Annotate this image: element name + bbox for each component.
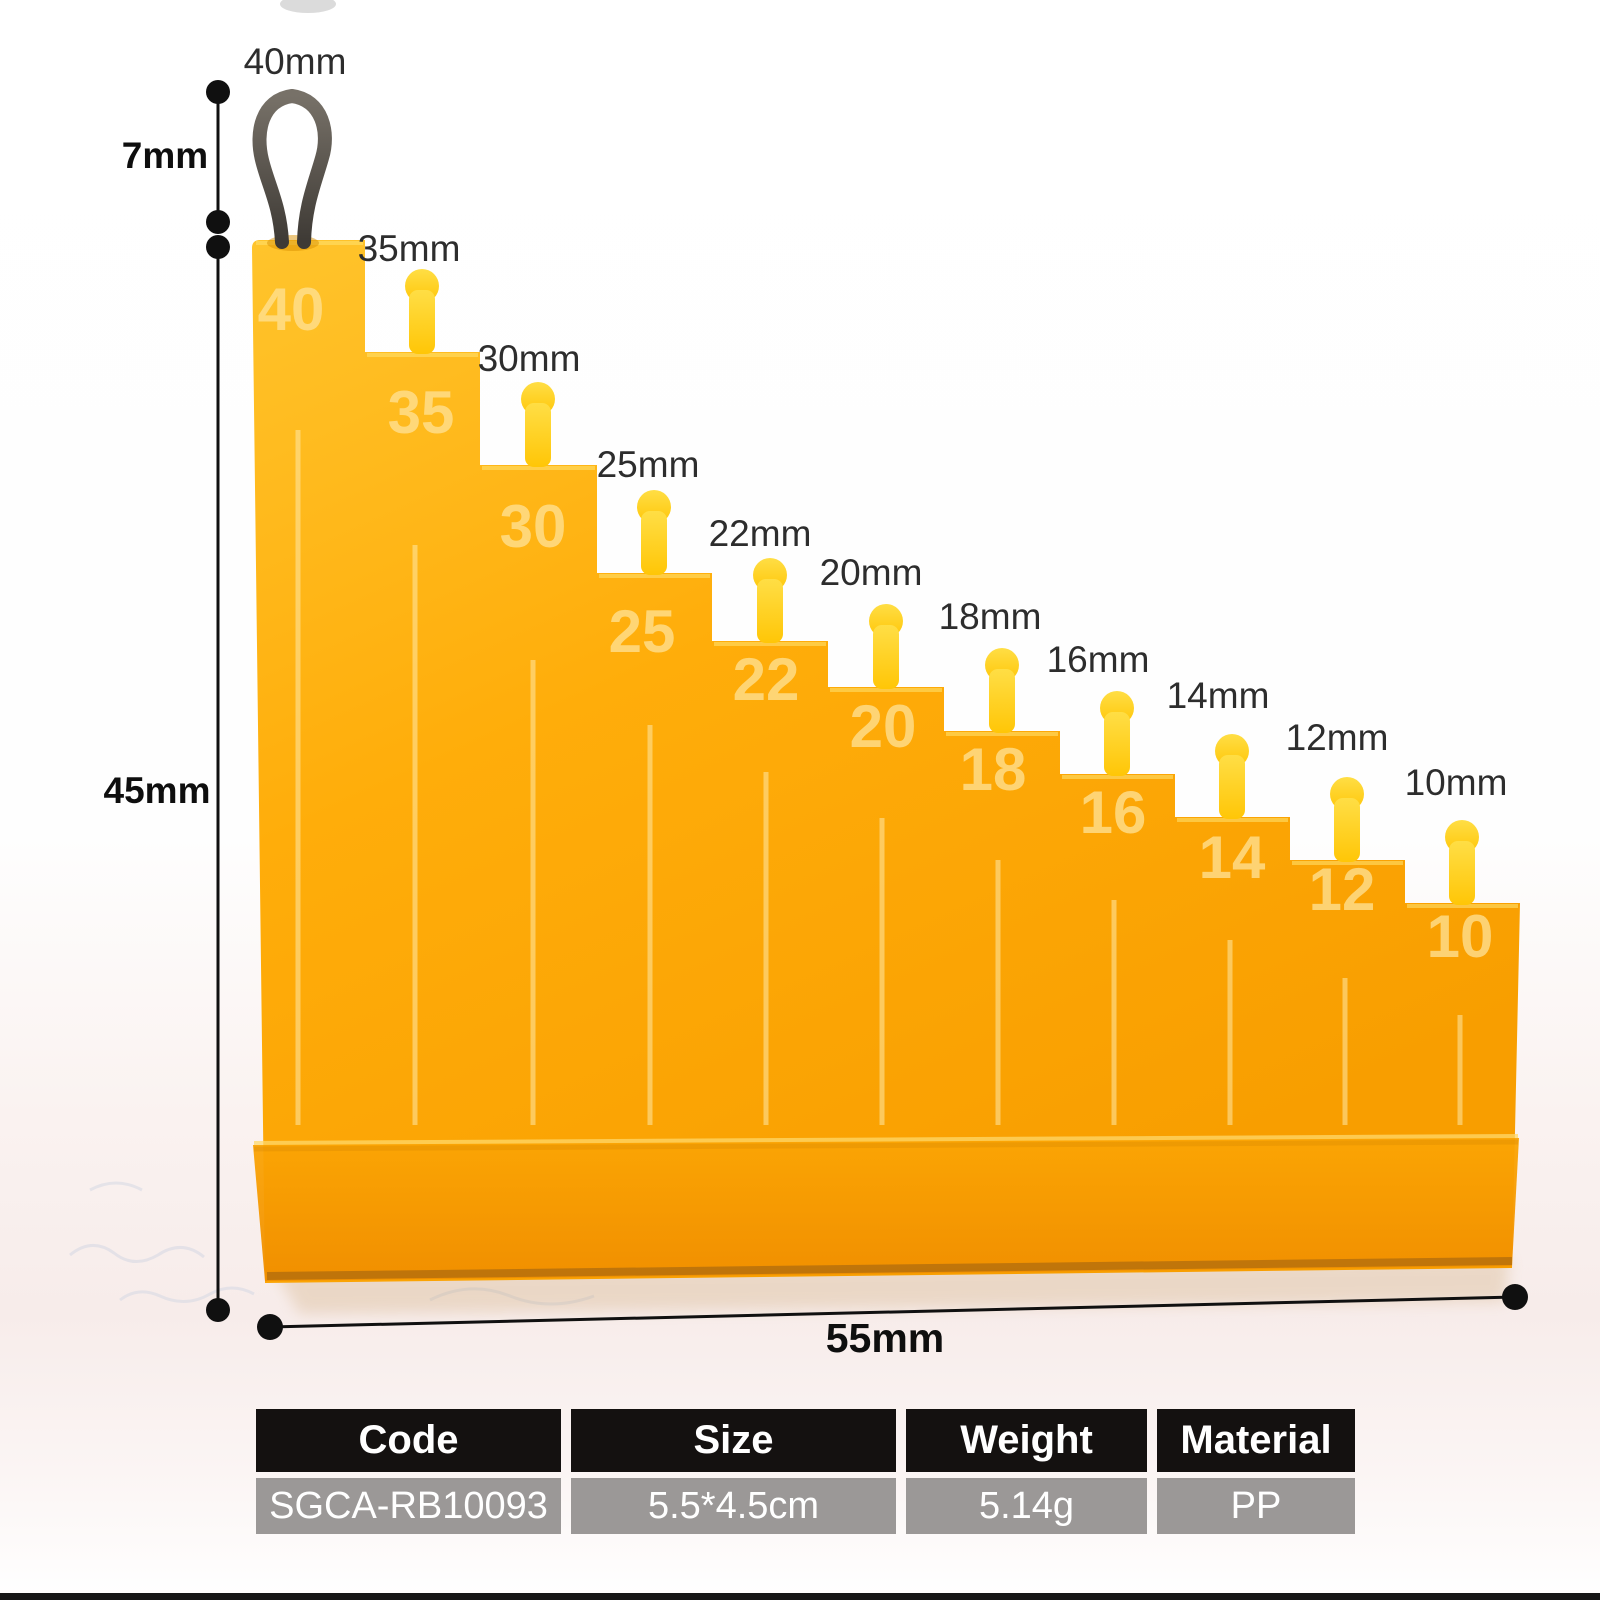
tool-bottom-edge	[266, 1257, 1513, 1280]
peg-12mm	[1330, 777, 1364, 862]
embossed-number-18: 18	[960, 736, 1027, 803]
embossed-number-12: 12	[1309, 856, 1376, 923]
embossed-number-10: 10	[1427, 903, 1494, 970]
peg-size-labels: 40mm 35mm 30mm 25mm 22mm 20mm 18mm 16mm …	[244, 41, 1508, 803]
peg-size-label-10: 10mm	[1405, 762, 1508, 803]
peg-10mm	[1445, 820, 1479, 905]
peg-size-label-22: 22mm	[709, 513, 812, 554]
peg-25mm	[637, 490, 671, 575]
embossed-numbers: 40 35 30 25 22 20 18 16 14 12 10	[258, 276, 1494, 970]
peg-size-label-25: 25mm	[597, 444, 700, 485]
embossed-number-35: 35	[388, 379, 455, 446]
peg-size-label-30: 30mm	[478, 338, 581, 379]
peg-size-label-18: 18mm	[939, 596, 1042, 637]
peg-22mm	[753, 558, 787, 643]
peg-size-label-20: 20mm	[820, 552, 923, 593]
peg-size-label-35: 35mm	[358, 228, 461, 269]
dim-7mm: 7mm	[122, 80, 230, 234]
dim-label-55mm: 55mm	[826, 1315, 945, 1361]
base-ridge-highlight	[253, 1134, 1519, 1145]
embossed-number-22: 22	[733, 646, 800, 713]
spec-value-size: 5.5*4.5cm	[571, 1478, 896, 1534]
dim-55mm: 55mm	[257, 1284, 1528, 1361]
tool-base-strip	[253, 1138, 1519, 1281]
spec-header-weight: Weight	[906, 1409, 1147, 1472]
base-ridge-shadow	[253, 1139, 1519, 1152]
dimension-endpoint-dot	[206, 235, 230, 259]
dim-45mm: 45mm	[104, 235, 230, 1322]
peg-size-label-14: 14mm	[1167, 675, 1270, 716]
tool-body	[252, 240, 1520, 1283]
embossed-number-25: 25	[609, 598, 676, 665]
embossed-number-40: 40	[258, 276, 325, 343]
measuring-grooves	[295, 430, 1463, 1125]
spec-value-material: PP	[1157, 1478, 1355, 1534]
embossed-number-20: 20	[850, 693, 917, 760]
embossed-number-14: 14	[1199, 824, 1266, 891]
dimension-endpoint-dot	[206, 1298, 230, 1322]
dimension-endpoint-dot	[1502, 1284, 1528, 1310]
embossed-number-30: 30	[500, 493, 567, 560]
spec-header-size: Size	[571, 1409, 896, 1472]
peg-20mm	[869, 604, 903, 689]
peg-size-label-16: 16mm	[1047, 639, 1150, 680]
dim-label-45mm: 45mm	[104, 770, 211, 811]
spec-header-code: Code	[256, 1409, 561, 1472]
measuring-pegs	[405, 269, 1479, 905]
spec-value-weight: 5.14g	[906, 1478, 1147, 1534]
peg-35mm	[405, 269, 439, 354]
peg-14mm	[1215, 734, 1249, 819]
dimension-endpoint-dot	[257, 1314, 283, 1340]
dim-label-7mm: 7mm	[122, 135, 208, 176]
peg-size-label-40: 40mm	[244, 41, 347, 82]
peg-18mm	[985, 648, 1019, 733]
peg-size-label-12: 12mm	[1286, 717, 1389, 758]
bottom-border-bar	[0, 1593, 1600, 1600]
peg-16mm	[1100, 691, 1134, 776]
watermark-remnant	[280, 0, 336, 13]
dimension-endpoint-dot	[206, 210, 230, 234]
dimension-endpoint-dot	[206, 80, 230, 104]
swivel-loop	[252, 88, 332, 249]
spec-value-code: SGCA-RB10093	[256, 1478, 561, 1534]
spec-header-material: Material	[1157, 1409, 1355, 1472]
embossed-number-16: 16	[1080, 779, 1147, 846]
peg-30mm	[521, 382, 555, 467]
